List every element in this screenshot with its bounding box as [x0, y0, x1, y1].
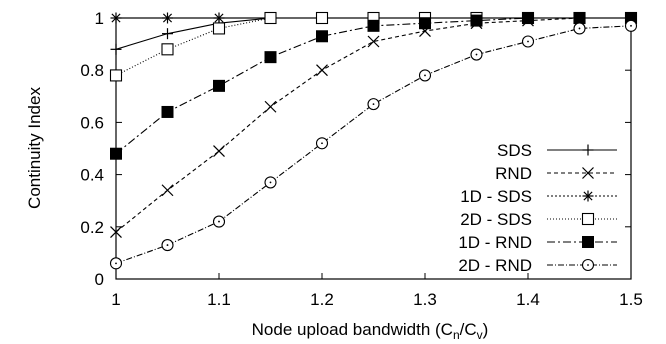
data-point [213, 145, 225, 158]
y-tick-label: 0 [95, 270, 104, 289]
data-point [109, 257, 123, 270]
x-axis-label-end: ) [483, 320, 489, 339]
series-1d-rnd [110, 12, 637, 160]
data-point [315, 137, 329, 150]
series-line [115, 17, 631, 155]
y-tick-label: 0.6 [80, 113, 104, 132]
legend-marker [582, 190, 594, 202]
data-point [162, 28, 173, 40]
legend: SDS RND 1D - SDS 2D - SDS 1D - RND 2D - RND [458, 141, 617, 275]
data-point [264, 176, 277, 189]
x-axis-label-sub2: v [477, 328, 483, 342]
x-axis-label-main: Node upload bandwidth (C [252, 320, 453, 339]
legend-item: SDS [497, 141, 617, 160]
data-point [367, 19, 380, 32]
data-point [213, 12, 225, 24]
legend-item: 1D - SDS [460, 187, 617, 206]
legend-marker [581, 258, 595, 272]
data-point [161, 239, 174, 252]
data-point [419, 17, 431, 30]
data-point [161, 43, 174, 56]
data-point [110, 43, 122, 55]
legend-marker [581, 212, 595, 226]
data-point [316, 64, 328, 77]
data-point [521, 35, 535, 48]
legend-label: 2D - SDS [460, 210, 532, 229]
y-tick-label: 0.4 [80, 166, 104, 185]
data-point [470, 48, 483, 61]
data-point [315, 11, 329, 25]
data-point [161, 105, 174, 118]
x-tick-label: 1.4 [516, 290, 540, 309]
legend-label: RND [495, 164, 532, 183]
plot-area: 1 1.1 1.2 1.3 1.4 1.5 0 0.2 0.4 0.6 0.8 1 [80, 9, 642, 309]
data-point [573, 12, 586, 24]
x-tick-label: 1.1 [207, 290, 231, 309]
data-point [109, 69, 123, 82]
x-axis-label: Node upload bandwidth (Cn/Cv) [252, 320, 489, 342]
x-tick-label: 1.2 [310, 290, 334, 309]
legend-item: 1D - RND [458, 233, 617, 252]
legend-marker [582, 144, 594, 156]
data-point [316, 30, 328, 43]
legend-item: RND [495, 164, 617, 183]
data-point [110, 226, 122, 238]
x-tick-label: 1 [111, 290, 120, 309]
data-point [212, 215, 226, 228]
y-tick-label: 0.2 [80, 218, 104, 237]
data-point [367, 98, 380, 111]
series-layer [109, 11, 638, 270]
data-point [110, 147, 122, 160]
series-line [115, 25, 632, 264]
x-axis-label-sub1: n [453, 328, 460, 342]
legend-item: 2D - RND [458, 256, 617, 275]
series-2d-rnd [109, 19, 638, 270]
y-tick-label: 0.8 [80, 61, 104, 80]
data-point [624, 19, 638, 32]
data-point [162, 12, 173, 24]
legend-marker [582, 167, 594, 179]
x-tick-label: 1.5 [619, 290, 643, 309]
plot-frame [115, 17, 632, 280]
data-point [161, 184, 174, 197]
legend-label: 1D - RND [458, 233, 532, 252]
data-point [470, 14, 483, 27]
data-point [367, 35, 380, 48]
legend-label: 2D - RND [458, 256, 532, 275]
legend-label: 1D - SDS [460, 187, 532, 206]
data-point [573, 22, 586, 35]
data-point [212, 22, 226, 35]
data-point [264, 51, 277, 64]
data-point [418, 69, 432, 82]
series-rnd [110, 12, 637, 238]
data-point [264, 11, 277, 25]
y-axis-label: Continuity Index [25, 87, 44, 209]
legend-label: SDS [497, 141, 532, 160]
legend-item: 2D - SDS [460, 210, 617, 229]
legend-marker [582, 236, 594, 248]
data-point [264, 100, 277, 113]
data-point [522, 12, 534, 24]
x-axis-label-mid: /C [460, 320, 477, 339]
data-point [213, 79, 225, 92]
data-point [110, 12, 122, 24]
y-tick-label: 1 [95, 9, 104, 28]
series-line [115, 17, 631, 233]
x-tick-label: 1.3 [413, 290, 437, 309]
